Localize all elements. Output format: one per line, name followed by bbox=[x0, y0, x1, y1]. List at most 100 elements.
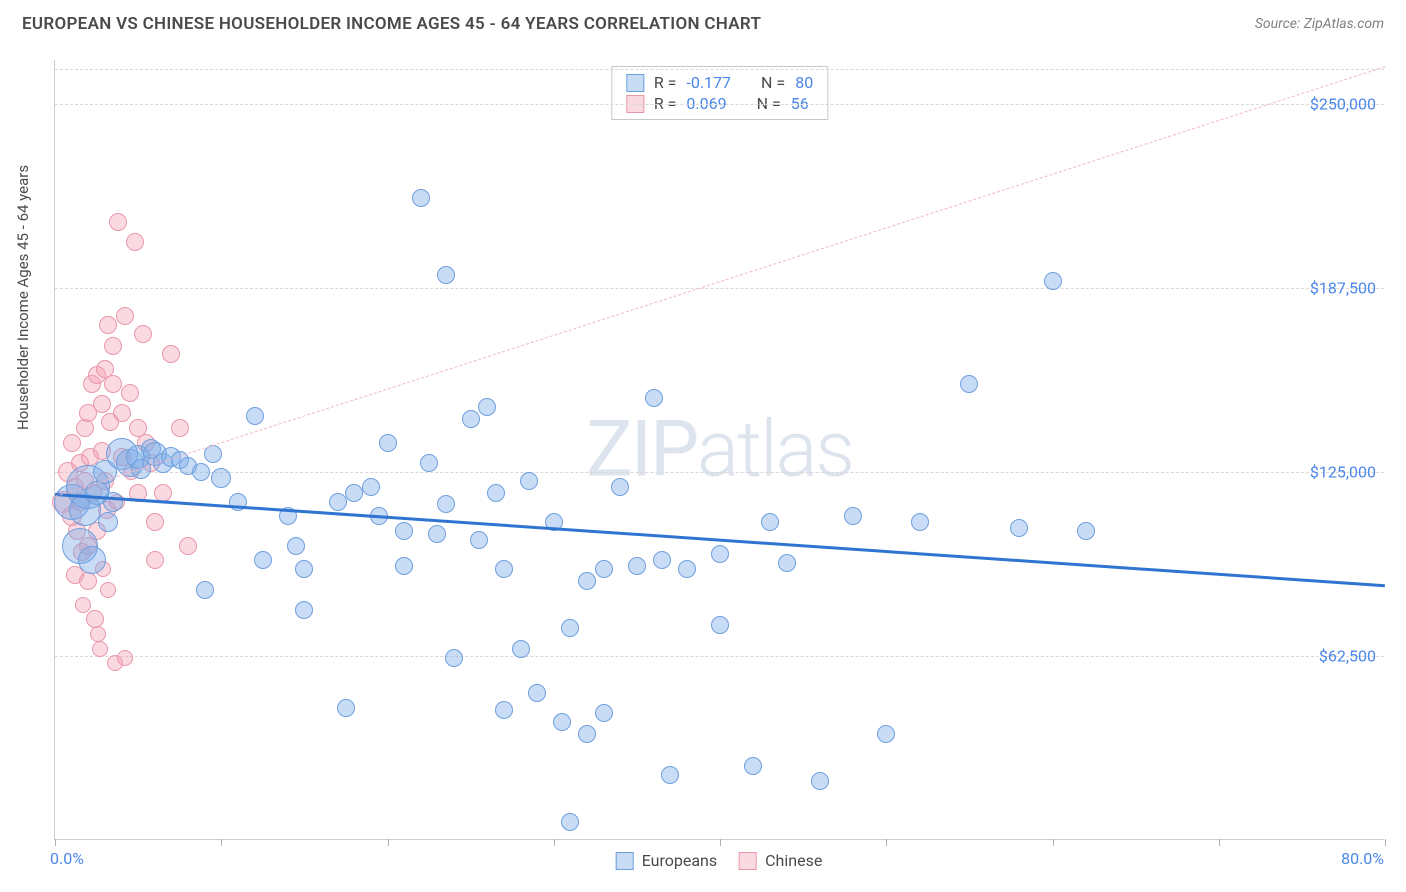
data-point-europeans bbox=[561, 813, 579, 831]
data-point-europeans bbox=[329, 493, 347, 511]
chart-title: EUROPEAN VS CHINESE HOUSEHOLDER INCOME A… bbox=[22, 14, 761, 34]
data-point-europeans bbox=[420, 454, 438, 472]
trend-line-chinese bbox=[55, 66, 1385, 497]
data-point-europeans bbox=[911, 513, 929, 531]
plot-area: ZIPatlas R =-0.177N =80R =0.069N =56 $62… bbox=[54, 60, 1384, 840]
x-tick bbox=[886, 839, 887, 846]
gridline-h bbox=[55, 288, 1384, 289]
data-point-europeans bbox=[711, 616, 729, 634]
data-point-europeans bbox=[98, 512, 118, 532]
data-point-chinese bbox=[109, 213, 127, 231]
data-point-chinese bbox=[113, 404, 131, 422]
gridline-h bbox=[55, 104, 1384, 105]
data-point-europeans bbox=[395, 557, 413, 575]
data-point-europeans bbox=[204, 445, 222, 463]
data-point-europeans bbox=[478, 398, 496, 416]
data-point-chinese bbox=[75, 597, 91, 613]
legend-swatch bbox=[616, 852, 634, 870]
chart-container: ZIPatlas R =-0.177N =80R =0.069N =56 $62… bbox=[54, 60, 1384, 840]
data-point-europeans bbox=[811, 772, 829, 790]
data-point-chinese bbox=[179, 537, 197, 555]
x-axis-min-label: 0.0% bbox=[50, 849, 84, 868]
legend-label: Chinese bbox=[765, 851, 822, 870]
data-point-europeans bbox=[345, 484, 363, 502]
data-point-europeans bbox=[877, 725, 895, 743]
legend-item: Europeans bbox=[616, 851, 717, 870]
data-point-europeans bbox=[437, 495, 455, 513]
data-point-chinese bbox=[116, 307, 134, 325]
data-point-europeans bbox=[578, 572, 596, 590]
stat-n-value: 80 bbox=[795, 73, 813, 92]
data-point-chinese bbox=[162, 345, 180, 363]
data-point-europeans bbox=[495, 701, 513, 719]
data-point-chinese bbox=[79, 572, 97, 590]
data-point-chinese bbox=[63, 434, 81, 452]
data-point-europeans bbox=[744, 757, 762, 775]
data-point-europeans bbox=[445, 649, 463, 667]
data-point-europeans bbox=[211, 468, 231, 488]
data-point-europeans bbox=[595, 560, 613, 578]
gridline-h bbox=[55, 656, 1384, 657]
data-point-europeans bbox=[495, 560, 513, 578]
data-point-europeans bbox=[295, 560, 313, 578]
legend-swatch bbox=[626, 74, 644, 92]
data-point-chinese bbox=[104, 375, 122, 393]
data-point-europeans bbox=[337, 699, 355, 717]
x-tick bbox=[1053, 839, 1054, 846]
data-point-europeans bbox=[78, 546, 106, 574]
data-point-europeans bbox=[611, 478, 629, 496]
data-point-europeans bbox=[528, 684, 546, 702]
data-point-europeans bbox=[595, 704, 613, 722]
data-point-europeans bbox=[103, 492, 123, 512]
data-point-europeans bbox=[362, 478, 380, 496]
data-point-europeans bbox=[1010, 519, 1028, 537]
data-point-chinese bbox=[90, 626, 106, 642]
data-point-europeans bbox=[844, 507, 862, 525]
data-point-europeans bbox=[437, 266, 455, 284]
legend-swatch bbox=[739, 852, 757, 870]
data-point-europeans bbox=[645, 389, 663, 407]
data-point-europeans bbox=[246, 407, 264, 425]
data-point-europeans bbox=[520, 472, 538, 490]
data-point-europeans bbox=[395, 522, 413, 540]
data-point-europeans bbox=[192, 463, 210, 481]
data-point-chinese bbox=[126, 233, 144, 251]
data-point-europeans bbox=[462, 410, 480, 428]
stats-row: R =-0.177N =80 bbox=[626, 72, 813, 93]
data-point-europeans bbox=[379, 434, 397, 452]
y-tick-label: $250,000 bbox=[1310, 95, 1376, 114]
y-tick-label: $62,500 bbox=[1319, 647, 1376, 666]
stat-n-label: N = bbox=[761, 73, 785, 92]
data-point-europeans bbox=[412, 189, 430, 207]
data-point-europeans bbox=[661, 766, 679, 784]
gridline-h bbox=[55, 472, 1384, 473]
x-tick bbox=[221, 839, 222, 846]
data-point-europeans bbox=[470, 531, 488, 549]
y-axis-label: Householder Income Ages 45 - 64 years bbox=[14, 165, 32, 430]
data-point-chinese bbox=[93, 395, 111, 413]
legend-label: Europeans bbox=[642, 851, 717, 870]
data-point-chinese bbox=[171, 419, 189, 437]
x-axis-max-label: 80.0% bbox=[1341, 849, 1384, 868]
x-tick bbox=[1385, 839, 1386, 846]
data-point-europeans bbox=[628, 557, 646, 575]
data-point-chinese bbox=[99, 316, 117, 334]
data-point-chinese bbox=[104, 337, 122, 355]
x-tick bbox=[55, 839, 56, 846]
data-point-europeans bbox=[287, 537, 305, 555]
data-point-europeans bbox=[653, 551, 671, 569]
data-point-europeans bbox=[487, 484, 505, 502]
data-point-europeans bbox=[761, 513, 779, 531]
data-point-europeans bbox=[778, 554, 796, 572]
stats-legend: R =-0.177N =80R =0.069N =56 bbox=[611, 66, 828, 120]
data-point-europeans bbox=[553, 713, 571, 731]
stat-r-label: R = bbox=[654, 73, 677, 92]
data-point-chinese bbox=[121, 384, 139, 402]
data-point-chinese bbox=[154, 484, 172, 502]
y-tick-label: $125,000 bbox=[1310, 463, 1376, 482]
y-tick-label: $187,500 bbox=[1310, 279, 1376, 298]
series-legend: Europeans Chinese bbox=[616, 851, 823, 870]
data-point-europeans bbox=[1044, 272, 1062, 290]
data-point-chinese bbox=[117, 650, 133, 666]
data-point-europeans bbox=[1077, 522, 1095, 540]
